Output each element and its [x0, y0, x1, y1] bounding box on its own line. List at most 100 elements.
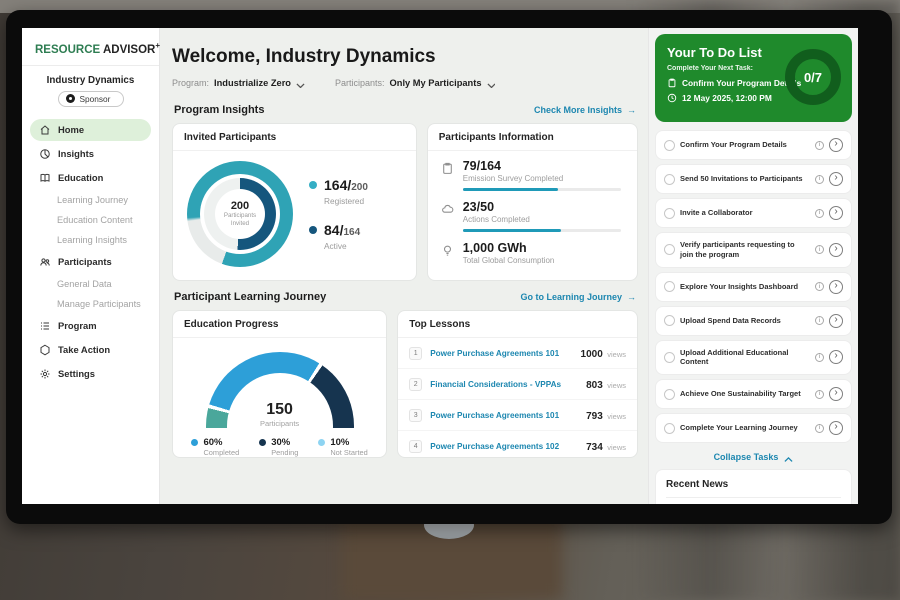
- sidebar-item-participants[interactable]: Participants: [30, 251, 151, 273]
- sidebar: RESOURCE ADVISOR+ Industry Dynamics Spon…: [22, 28, 160, 504]
- lesson-link[interactable]: Power Purchase Agreements 101: [430, 348, 560, 358]
- logo-plus: +: [155, 41, 161, 50]
- chevron-right-icon[interactable]: ›: [829, 313, 843, 328]
- todo-task[interactable]: Upload Spend Data Records i ›: [655, 305, 852, 336]
- sidebar-item-education-content[interactable]: Education Content: [30, 211, 151, 229]
- task-checkbox[interactable]: [664, 351, 675, 363]
- card-title: Participants Information: [427, 124, 637, 151]
- sidebar-item-general-data[interactable]: General Data: [30, 275, 151, 293]
- lesson-row[interactable]: 2 Financial Considerations - VPPAs 803 v…: [398, 369, 637, 400]
- todo-task[interactable]: Send 50 Invitations to Participants i ›: [655, 164, 852, 194]
- participants-information-card: Participants Information 79/164 Emission…: [426, 123, 638, 281]
- sidebar-item-manage-participants[interactable]: Manage Participants: [30, 295, 151, 313]
- task-checkbox[interactable]: [664, 281, 675, 292]
- lesson-row[interactable]: 3 Power Purchase Agreements 101 793 view…: [398, 400, 637, 431]
- clipboard-check-icon: [667, 78, 677, 88]
- todo-task[interactable]: Complete Your Learning Journey i ›: [655, 413, 852, 443]
- sidebar-item-label: Take Action: [58, 344, 111, 356]
- sidebar-nav: Home Insights Education Learning Journey…: [22, 115, 159, 389]
- education-progress-gauge-chart: 150 Participants: [205, 352, 354, 428]
- todo-progress-ring: 0/7: [785, 49, 841, 105]
- sidebar-item-take-action[interactable]: Take Action: [30, 339, 151, 361]
- views-suffix: views: [607, 443, 626, 452]
- sidebar-item-label: Settings: [58, 368, 95, 380]
- task-checkbox[interactable]: [664, 207, 675, 219]
- sidebar-item-learning-journey[interactable]: Learning Journey: [30, 191, 151, 209]
- sidebar-item-program[interactable]: Program: [30, 315, 151, 337]
- program-select[interactable]: Program: Industrialize Zero: [172, 78, 305, 88]
- views-suffix: views: [607, 381, 626, 390]
- stat-label: Total Global Consumption: [462, 256, 555, 265]
- legend-active: 84/164 Active: [309, 222, 368, 251]
- chevron-right-icon[interactable]: ›: [829, 387, 843, 401]
- legend-pct: 30%: [271, 437, 291, 448]
- chevron-right-icon[interactable]: ›: [829, 242, 843, 257]
- task-label: Invite a Collaborator: [680, 208, 753, 218]
- todo-task[interactable]: Explore Your Insights Dashboard i ›: [655, 271, 852, 302]
- sidebar-item-learning-insights[interactable]: Learning Insights: [30, 231, 151, 249]
- dashboard-screen: RESOURCE ADVISOR+ Industry Dynamics Spon…: [22, 28, 858, 504]
- task-label: Confirm Your Program Details: [680, 140, 787, 150]
- collapse-tasks-label: Collapse Tasks: [713, 452, 779, 462]
- sidebar-item-insights[interactable]: Insights: [30, 143, 151, 165]
- lesson-views-count: 734: [586, 442, 603, 453]
- book-icon: [39, 172, 51, 184]
- sidebar-item-home[interactable]: Home: [30, 118, 151, 141]
- todo-summary-card: Your To Do List Complete Your Next Task:…: [655, 34, 852, 122]
- sidebar-item-settings[interactable]: Settings: [30, 363, 151, 385]
- people-icon: [39, 256, 51, 268]
- recent-news-title: Recent News: [666, 479, 841, 498]
- sidebar-item-education[interactable]: Education: [30, 167, 151, 189]
- task-label: Send 50 Invitations to Participants: [680, 174, 803, 184]
- chevron-right-icon[interactable]: ›: [829, 279, 843, 294]
- sponsor-badge-label: Sponsor: [79, 93, 111, 104]
- info-icon: i: [815, 208, 824, 218]
- app-logo[interactable]: RESOURCE ADVISOR+: [22, 38, 161, 66]
- chevron-right-icon[interactable]: ›: [829, 206, 843, 220]
- gauge-center: 150 Participants: [206, 401, 354, 428]
- participants-select[interactable]: Participants: Only My Participants: [335, 78, 496, 88]
- task-label: Upload Additional Educational Content: [680, 347, 789, 367]
- task-checkbox[interactable]: [664, 244, 675, 256]
- legend-pct: 10%: [330, 437, 350, 448]
- sidebar-item-label: General Data: [57, 278, 112, 289]
- task-checkbox[interactable]: [664, 173, 675, 185]
- lesson-link[interactable]: Power Purchase Agreements 102: [430, 441, 560, 451]
- task-checkbox[interactable]: [664, 315, 675, 326]
- participants-information-body: 79/164 Emission Survey Completed 23/50 A…: [428, 151, 637, 278]
- todo-task[interactable]: Upload Additional Educational Content i …: [655, 339, 852, 375]
- chevron-right-icon[interactable]: ›: [829, 350, 843, 365]
- todo-task[interactable]: Invite a Collaborator i ›: [655, 198, 852, 228]
- todo-task[interactable]: Confirm Your Program Details i ›: [655, 130, 852, 160]
- chevron-down-icon: [296, 80, 305, 88]
- todo-task[interactable]: Achieve One Sustainability Target i ›: [655, 379, 852, 409]
- lesson-row[interactable]: 1 Power Purchase Agreements 101 1000 vie…: [398, 338, 637, 369]
- sidebar-item-label: Education Content: [57, 214, 133, 225]
- sidebar-item-label: Manage Participants: [57, 298, 141, 309]
- stat-label: Actions Completed: [462, 215, 530, 224]
- lesson-views-count: 803: [586, 380, 603, 391]
- sponsor-badge[interactable]: Sponsor: [57, 90, 124, 107]
- task-checkbox[interactable]: [664, 388, 675, 400]
- collapse-tasks-link[interactable]: Collapse Tasks: [655, 447, 852, 469]
- progress-bar-track: [462, 188, 621, 191]
- check-more-insights-link[interactable]: Check More Insights →: [534, 105, 636, 115]
- sidebar-item-label: Participants: [58, 256, 112, 268]
- top-lessons-card: Top Lessons 1 Power Purchase Agreements …: [397, 310, 638, 458]
- task-checkbox[interactable]: [664, 422, 675, 434]
- todo-task[interactable]: Verify participants requesting to join t…: [655, 232, 852, 268]
- go-to-learning-journey-link[interactable]: Go to Learning Journey →: [520, 292, 636, 302]
- arrow-right-icon: →: [627, 105, 636, 115]
- lesson-row[interactable]: 4 Power Purchase Agreements 102 734 view…: [398, 431, 637, 457]
- lesson-link[interactable]: Financial Considerations - VPPAs: [430, 379, 562, 389]
- registered-value: 164/: [324, 177, 352, 193]
- lesson-link[interactable]: Power Purchase Agreements 101: [430, 410, 560, 420]
- chevron-right-icon[interactable]: ›: [829, 172, 843, 186]
- task-checkbox[interactable]: [664, 139, 675, 151]
- card-title: Education Progress: [173, 311, 387, 338]
- todo-next-task[interactable]: Confirm Your Program Details: [667, 78, 840, 88]
- chevron-right-icon[interactable]: ›: [829, 421, 843, 435]
- task-label: Achieve One Sustainability Target: [680, 389, 801, 399]
- participants-select-label: Participants:: [335, 78, 385, 88]
- chevron-right-icon[interactable]: ›: [829, 138, 843, 152]
